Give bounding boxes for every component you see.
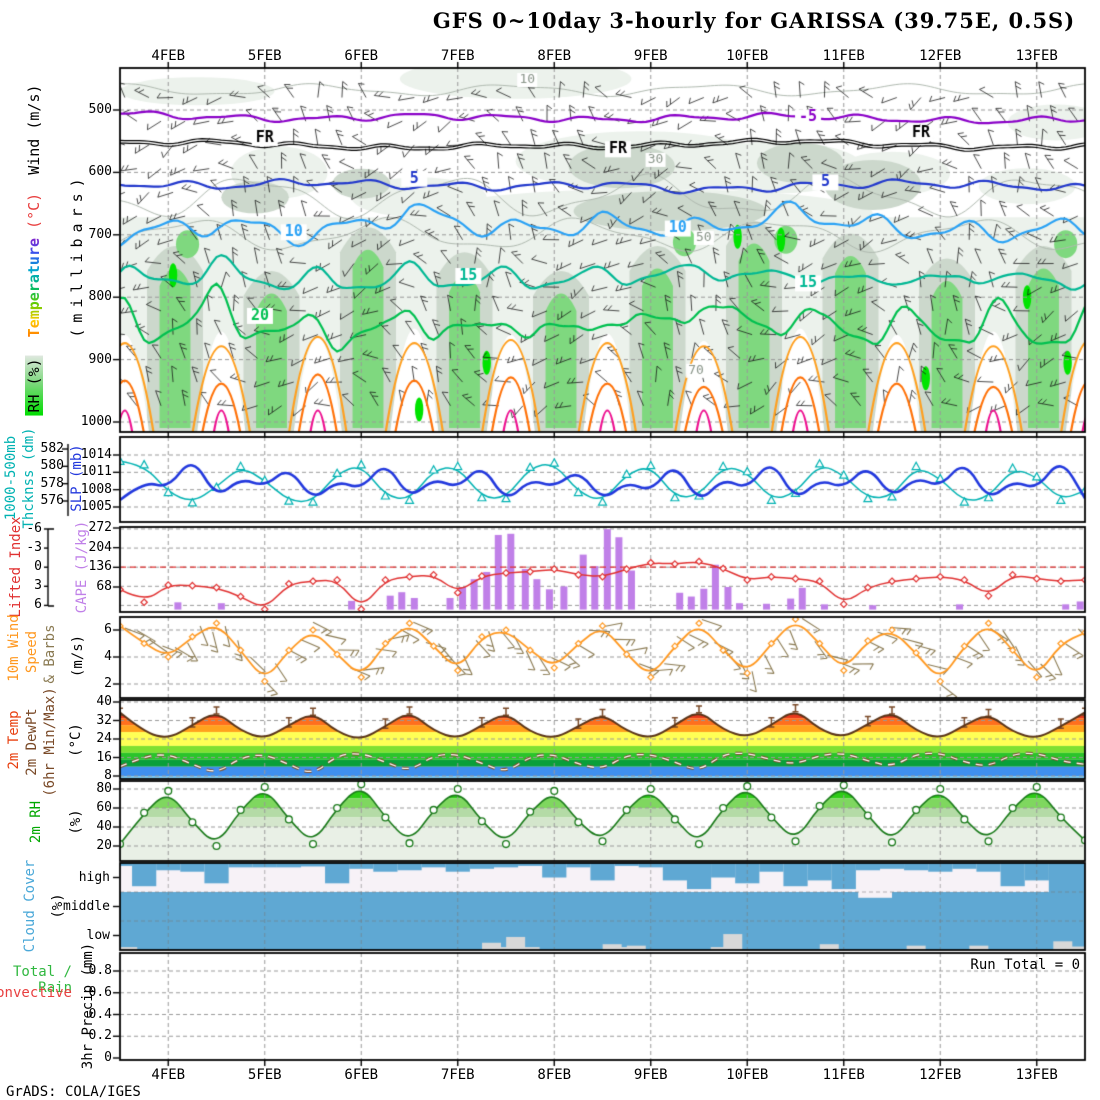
date-label-bottom: 4FEB (151, 1067, 186, 1083)
temperature-unit-label: (°C) (25, 192, 43, 229)
date-label-top: 5FEB (247, 48, 282, 64)
y-tick-label: 80 (96, 781, 112, 796)
y-tick-label: 1005 (80, 499, 112, 514)
y-tick-label: 900 (88, 351, 112, 367)
y-tick-label: 40 (96, 819, 112, 834)
temperature-axis-label: Temperature (25, 237, 43, 338)
cloud-row-label-middle: middle (63, 899, 110, 914)
y-tick-label: 68 (96, 578, 112, 594)
y-tick-label: 24 (96, 731, 112, 746)
date-label-top: 12FEB (919, 48, 962, 64)
rh2m-axis-label: 2m RH (28, 800, 44, 844)
y-tick-label: -3 (26, 540, 42, 556)
y-tick-label: 0.4 (88, 1006, 112, 1022)
y-tick-label: 204 (88, 539, 112, 555)
date-label-top: 4FEB (151, 48, 186, 64)
date-label-bottom: 11FEB (822, 1067, 865, 1083)
wind-axis-label: Wind (m/s) (25, 84, 43, 175)
y-tick-label: 32 (96, 712, 112, 728)
page-title: GFS 0~10day 3-hourly for GARISSA (39.75E… (432, 8, 1076, 33)
temp2m-axis-label: 2m Temp (6, 710, 22, 770)
y-tick-label: 1008 (80, 481, 112, 497)
y-tick-label: 40 (96, 694, 112, 709)
date-label-bottom: 13FEB (1015, 1067, 1058, 1083)
convective-label: Convective (0, 985, 72, 1001)
y-tick-label: 60 (96, 800, 112, 815)
y-tick-label: 3 (34, 578, 42, 594)
date-label-top: 7FEB (440, 48, 475, 64)
dewpt-axis-label: 2m DewPt (24, 708, 40, 776)
y-tick-label: 0.6 (88, 984, 112, 1000)
wind10m-axis-label-2: Speed (24, 630, 40, 674)
y-tick-label: -6 (26, 520, 42, 536)
y-tick-label: 1000 (80, 414, 112, 429)
y-tick-label: 700 (88, 226, 112, 242)
y-tick-label: 0.2 (88, 1028, 112, 1044)
run-total-text: Run Total = 0 (970, 957, 1080, 973)
date-label-bottom: 5FEB (247, 1067, 282, 1083)
y-tick-label: 20 (96, 838, 112, 853)
y-tick-label: 0 (34, 559, 42, 575)
pressure-axis-label: (millibars) (68, 172, 86, 338)
y-tick-label: 4 (104, 649, 112, 664)
y-tick-label: 600 (88, 164, 112, 180)
cloud-row-label-low: low (86, 928, 110, 943)
y-tick-label: 800 (88, 289, 112, 305)
date-label-top: 13FEB (1015, 48, 1058, 64)
date-label-top: 10FEB (726, 48, 769, 64)
y-tick-label: 16 (96, 749, 112, 765)
y-tick-label: 136 (88, 559, 112, 575)
date-label-bottom: 10FEB (726, 1067, 769, 1083)
y-tick-label: 578 (40, 475, 64, 491)
date-label-top: 11FEB (822, 48, 865, 64)
y-tick-label: 0.8 (88, 963, 112, 978)
y-tick-label: 582 (40, 441, 64, 456)
y-tick-label: 576 (40, 493, 64, 508)
y-tick-label: 8 (104, 768, 112, 783)
cloud-cover-axis-label: Cloud Cover (22, 859, 38, 953)
date-label-bottom: 9FEB (633, 1067, 668, 1083)
y-tick-label: 2 (104, 676, 112, 691)
y-tick-label: 6 (34, 597, 42, 613)
date-label-top: 6FEB (344, 48, 379, 64)
y-tick-label: 580 (40, 458, 64, 474)
wind10m-axis-label-1: 10m Wind (6, 614, 22, 682)
y-tick-label: 0 (104, 1050, 112, 1065)
date-label-bottom: 12FEB (919, 1067, 962, 1083)
grads-credit: GrADS: COLA/IGES (6, 1084, 141, 1100)
date-label-top: 9FEB (633, 48, 668, 64)
date-label-bottom: 7FEB (440, 1067, 475, 1083)
y-tick-label: 500 (88, 102, 112, 117)
cloud-row-label-high: high (78, 870, 110, 885)
y-tick-label: 6 (104, 622, 112, 637)
rh-axis-label: RH (%) (25, 355, 43, 416)
date-label-bottom: 8FEB (537, 1067, 572, 1083)
y-tick-label: 1014 (80, 447, 112, 462)
y-tick-label: 272 (88, 520, 112, 535)
upper-air-axis-label: RH (%) Temperature (°C) Wind (m/s) (25, 84, 43, 416)
date-label-bottom: 6FEB (344, 1067, 379, 1083)
total-rain-label: Total / Rain (12, 964, 72, 996)
y-tick-label: 1011 (80, 464, 112, 480)
date-label-top: 8FEB (537, 48, 572, 64)
